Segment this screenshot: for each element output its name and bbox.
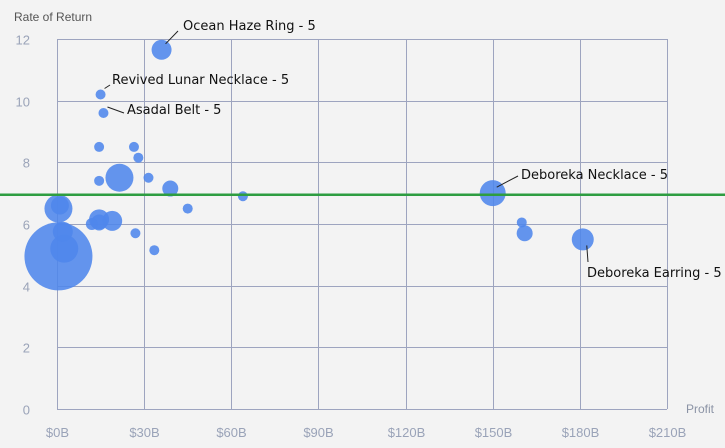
bubble-point[interactable] [149,245,160,256]
bubble-point[interactable] [479,180,506,207]
grid [57,39,668,410]
annotation-leader-line [496,175,519,188]
x-tick-label: $0B [46,425,69,440]
y-tick-label: 10 [16,95,30,110]
bubbles [24,39,594,291]
annotation-label: Revived Lunar Necklace - 5 [112,73,289,88]
x-axis-ticks: $0B $30B $60B $90B $120B $150B $180B $210B [46,425,686,440]
y-tick-label: 8 [23,156,30,171]
annotation-leader-line [104,84,111,89]
bubble-point[interactable] [94,141,105,152]
bubble-point[interactable] [95,89,106,100]
bubble-point[interactable] [516,217,527,228]
bubble-point[interactable] [182,203,193,214]
annotation-leader-line [107,106,125,114]
annotations: Ocean Haze Ring - 5 Revived Lunar Necklac… [104,19,722,281]
annotation-label: Ocean Haze Ring - 5 [183,19,316,34]
bubble-point[interactable] [143,172,154,183]
y-tick-label: 0 [23,403,30,418]
annotation-label: Deboreka Necklace - 5 [521,168,668,183]
y-tick-label: 2 [23,341,30,356]
x-tick-label: $60B [216,425,246,440]
bubble-point[interactable] [102,210,123,231]
x-axis-title: Profit [686,402,715,416]
bubble-point[interactable] [128,141,139,152]
bubble-point[interactable] [516,225,533,242]
bubble-point[interactable] [50,234,79,263]
annotation-label: Asadal Belt - 5 [127,103,221,118]
bubble-point[interactable] [105,163,134,192]
x-tick-label: $210B [649,425,687,440]
bubble-point[interactable] [94,175,105,186]
y-axis-title: Rate of Return [14,10,92,24]
y-tick-label: 12 [16,33,30,48]
x-tick-label: $90B [303,425,333,440]
y-tick-label: 4 [23,280,30,295]
annotation-leader-line [586,245,589,263]
x-tick-label: $180B [562,425,600,440]
x-tick-label: $120B [388,425,426,440]
y-tick-label: 6 [23,218,30,233]
y-axis-ticks: 0 2 4 6 8 10 12 [16,33,30,418]
bubble-point[interactable] [237,191,248,202]
annotation-leader-line [165,30,179,45]
bubble-point[interactable] [162,180,179,197]
x-tick-label: $30B [129,425,159,440]
bubble-point[interactable] [52,221,73,242]
annotation-label: Deboreka Earring - 5 [587,266,722,281]
bubble-point[interactable] [133,152,144,163]
bubble-point[interactable] [151,39,172,60]
x-tick-label: $150B [475,425,513,440]
bubble-point[interactable] [98,108,109,118]
bubble-point[interactable] [571,228,594,251]
bubble-point[interactable] [50,196,69,215]
bubble-point[interactable] [85,218,98,230]
bubble-point[interactable] [130,228,141,239]
